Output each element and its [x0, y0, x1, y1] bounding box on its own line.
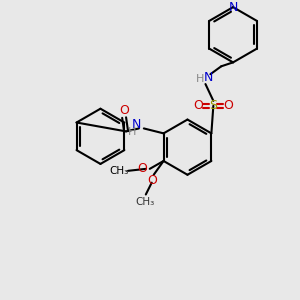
Text: CH₃: CH₃ [135, 197, 154, 207]
Text: O: O [147, 174, 157, 187]
Text: S: S [209, 99, 217, 112]
Text: O: O [223, 99, 233, 112]
Text: O: O [194, 99, 203, 112]
Text: O: O [137, 162, 147, 176]
Text: CH₃: CH₃ [110, 166, 129, 176]
Text: N: N [204, 71, 213, 84]
Text: N: N [131, 118, 141, 131]
Text: H: H [196, 74, 205, 84]
Text: H: H [128, 128, 136, 137]
Text: O: O [119, 104, 129, 117]
Text: N: N [228, 1, 238, 13]
